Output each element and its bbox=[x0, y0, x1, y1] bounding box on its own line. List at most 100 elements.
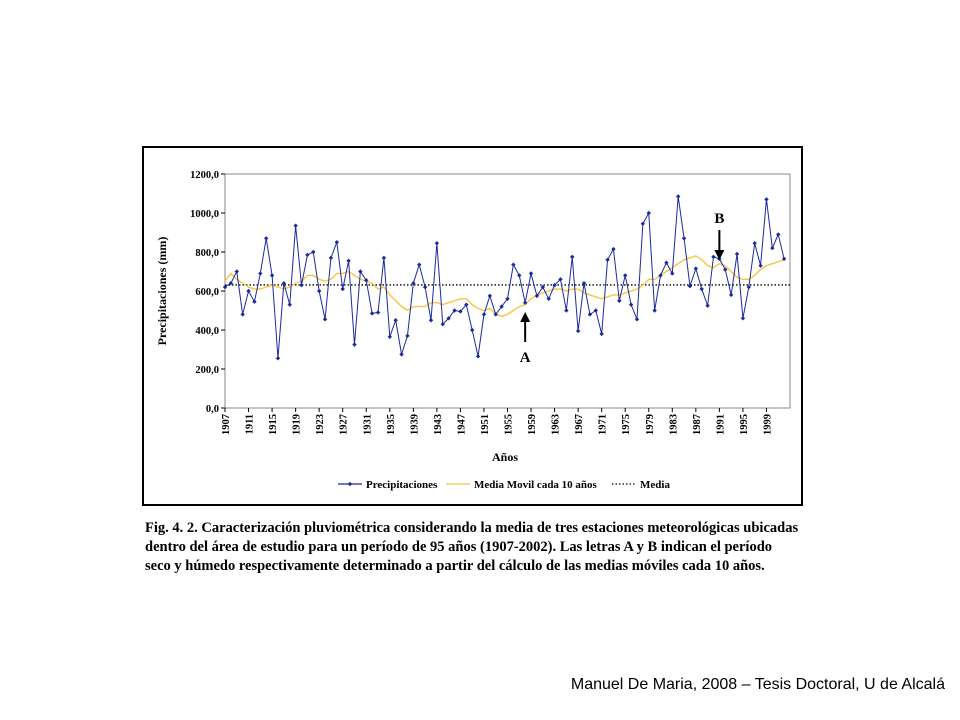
x-tick-label: 1923 bbox=[315, 414, 326, 435]
point bbox=[493, 312, 498, 317]
point bbox=[399, 352, 404, 357]
footer: Manuel De Maria, 2008 – Tesis Doctoral, … bbox=[571, 676, 945, 693]
point bbox=[263, 236, 269, 241]
point bbox=[746, 284, 752, 290]
x-tick-label: 1907 bbox=[221, 414, 232, 435]
annotation: B bbox=[714, 211, 724, 227]
x-tick-label: 1947 bbox=[456, 414, 467, 435]
point bbox=[411, 281, 416, 286]
y-tick-label: 0,0 bbox=[206, 404, 219, 415]
x-tick-label: 1911 bbox=[245, 414, 256, 434]
point bbox=[770, 245, 775, 251]
point bbox=[452, 308, 457, 313]
legend-marker bbox=[347, 481, 353, 487]
point bbox=[293, 223, 298, 228]
point bbox=[546, 296, 551, 301]
point bbox=[446, 316, 451, 321]
x-tick-label: 1987 bbox=[692, 414, 703, 435]
point bbox=[581, 281, 587, 286]
point bbox=[711, 254, 716, 260]
point bbox=[311, 249, 316, 255]
point bbox=[240, 312, 245, 317]
y-tick-label: 200,0 bbox=[195, 365, 219, 376]
point bbox=[364, 278, 369, 283]
y-tick-label: 1000,0 bbox=[190, 209, 219, 220]
point bbox=[346, 258, 351, 263]
series-line bbox=[224, 255, 785, 318]
point bbox=[687, 283, 693, 289]
point bbox=[405, 333, 410, 339]
legend-label: Media Movil cada 10 años bbox=[474, 479, 598, 491]
point bbox=[499, 304, 504, 309]
point bbox=[575, 328, 581, 334]
point bbox=[646, 210, 651, 216]
x-tick-label: 1959 bbox=[527, 414, 538, 435]
chart-frame bbox=[142, 146, 803, 506]
x-tick-label: 1995 bbox=[739, 414, 750, 435]
x-tick-label: 1991 bbox=[715, 414, 726, 435]
point bbox=[728, 292, 734, 298]
y-axis-label: Precipitaciones (mm) bbox=[155, 237, 169, 346]
point bbox=[605, 257, 610, 262]
point bbox=[487, 293, 493, 299]
point bbox=[481, 312, 487, 317]
point bbox=[322, 317, 328, 322]
annotation: A bbox=[520, 350, 531, 366]
point bbox=[246, 288, 251, 294]
point bbox=[640, 221, 646, 226]
point bbox=[528, 271, 534, 276]
point bbox=[381, 255, 387, 261]
x-tick-label: 1963 bbox=[551, 414, 562, 435]
x-tick-label: 1951 bbox=[480, 414, 491, 435]
point bbox=[752, 241, 757, 246]
point bbox=[299, 282, 304, 288]
point bbox=[699, 286, 704, 292]
point bbox=[252, 299, 257, 304]
point bbox=[599, 331, 604, 337]
x-tick-label: 1931 bbox=[362, 414, 373, 435]
caption-line: Fig. 4. 2. Caracterización pluviométrica… bbox=[145, 520, 798, 536]
point bbox=[781, 256, 787, 262]
point bbox=[428, 318, 434, 323]
y-tick-label: 1200,0 bbox=[190, 170, 219, 181]
point bbox=[269, 273, 275, 278]
point bbox=[222, 284, 228, 290]
point bbox=[558, 277, 563, 282]
point bbox=[634, 317, 640, 322]
point bbox=[305, 252, 310, 258]
point bbox=[316, 288, 322, 294]
point bbox=[540, 284, 546, 290]
x-tick-label: 1999 bbox=[762, 414, 773, 435]
point bbox=[776, 232, 781, 237]
point bbox=[287, 302, 292, 307]
point bbox=[658, 273, 663, 278]
legend-label: Precipitaciones bbox=[366, 479, 438, 491]
point bbox=[511, 262, 516, 267]
point bbox=[328, 255, 334, 261]
point bbox=[652, 308, 657, 313]
x-tick-label: 1979 bbox=[645, 414, 656, 435]
point bbox=[393, 318, 398, 323]
point bbox=[275, 356, 281, 361]
point bbox=[258, 271, 263, 276]
arrow-head bbox=[714, 250, 725, 260]
point bbox=[228, 281, 234, 286]
point bbox=[764, 197, 769, 202]
point bbox=[623, 273, 628, 278]
point bbox=[375, 310, 381, 315]
point bbox=[340, 286, 345, 292]
x-tick-label: 1967 bbox=[574, 414, 585, 435]
point bbox=[681, 236, 687, 241]
x-axis-label: Años bbox=[492, 450, 518, 464]
point bbox=[358, 269, 363, 274]
point bbox=[617, 298, 622, 303]
point bbox=[705, 303, 710, 308]
point bbox=[434, 241, 440, 246]
point bbox=[611, 246, 616, 252]
point bbox=[458, 309, 463, 314]
point bbox=[281, 281, 287, 286]
point bbox=[234, 269, 239, 274]
point bbox=[369, 311, 375, 316]
